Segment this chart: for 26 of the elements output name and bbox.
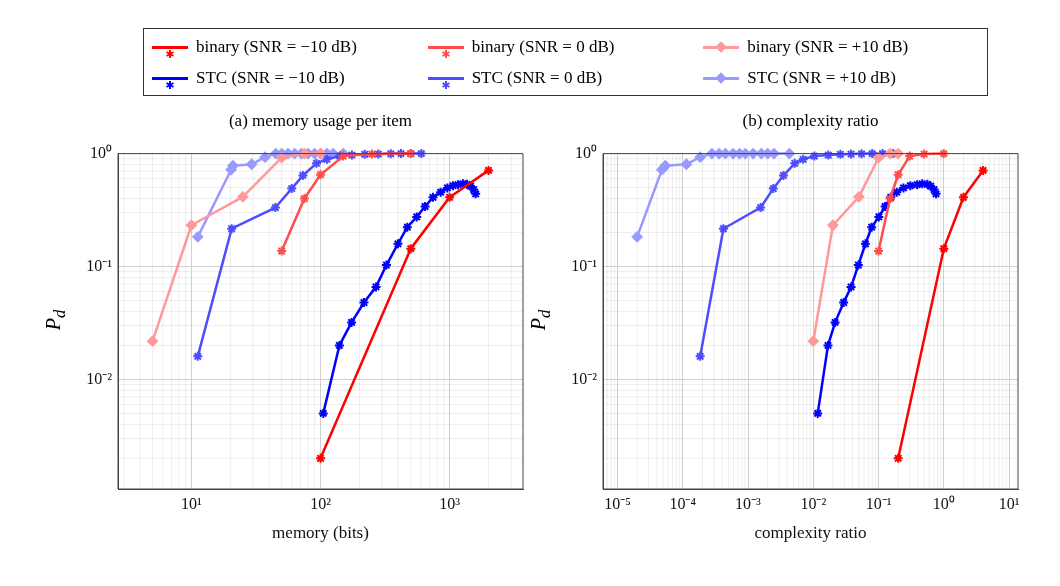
x-tick-label: 10¹ — [181, 494, 203, 512]
y-tick-label: 10⁰ — [575, 143, 597, 161]
x-tick-label: 10⁰ — [932, 494, 955, 512]
legend-label: binary (SNR = −10 dB) — [196, 36, 357, 57]
legend-label: STC (SNR = −10 dB) — [196, 67, 345, 88]
legend-label: STC (SNR = +10 dB) — [747, 67, 896, 88]
x-tick-label: 10⁻¹ — [865, 494, 892, 512]
x-tick-label: 10⁻⁴ — [669, 494, 697, 512]
x-tick-label: 10³ — [439, 494, 461, 512]
chart-title: (a) memory usage per item — [227, 111, 414, 131]
x-tick-label: 10² — [310, 494, 332, 512]
x-axis-title: complexity ratio — [754, 523, 867, 543]
x-tick-label: 10¹ — [998, 494, 1020, 512]
y-tick-label: 10⁻² — [86, 369, 113, 387]
y-tick-label: 10⁻¹ — [571, 256, 598, 274]
y-tick-label: 10⁰ — [90, 143, 112, 161]
x-tick-label: 10⁻⁵ — [604, 494, 631, 512]
y-tick-label: 10⁻¹ — [86, 256, 113, 274]
x-tick-label: 10⁻³ — [735, 494, 762, 512]
legend-label: binary (SNR = 0 dB) — [471, 36, 615, 57]
y-tick-label: 10⁻² — [571, 369, 598, 387]
legend-label: STC (SNR = 0 dB) — [471, 67, 603, 88]
chart-title: (b) complexity ratio — [741, 111, 880, 131]
legend-label: binary (SNR = +10 dB) — [747, 36, 909, 57]
x-tick-label: 10⁻² — [800, 494, 827, 512]
x-axis-title: memory (bits) — [272, 523, 369, 543]
